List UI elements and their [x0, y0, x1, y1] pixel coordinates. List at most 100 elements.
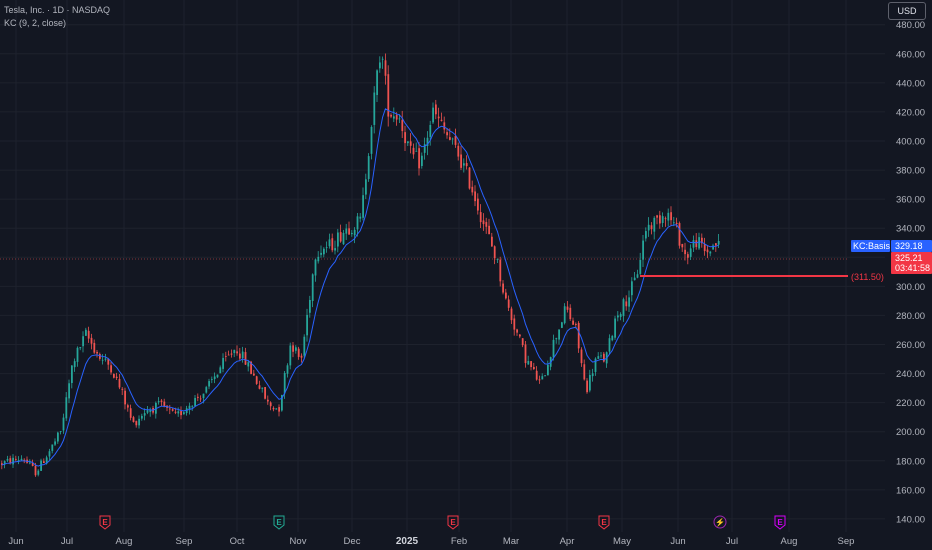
candle-body: [278, 407, 280, 412]
candle-body: [334, 248, 336, 251]
currency-button[interactable]: USD: [888, 2, 926, 20]
candle-body: [113, 373, 115, 378]
price-axis[interactable]: 140.00 160.00 180.00 200.00 220.00 240.00 260.…: [896, 20, 925, 525]
candle-body: [566, 306, 569, 310]
candle-body: [418, 148, 420, 169]
candle-body: [328, 239, 331, 247]
candle-body: [1, 463, 3, 466]
candle-body: [331, 238, 334, 251]
event-marker-earnings[interactable]: E: [598, 515, 610, 530]
candle-body: [432, 107, 434, 123]
candle-body: [555, 338, 558, 340]
candle-body: [544, 375, 546, 377]
candle-body: [429, 125, 432, 137]
event-marker-upcoming-earnings[interactable]: E: [774, 515, 786, 530]
candle-body: [171, 409, 174, 411]
candle-body: [101, 359, 104, 361]
y-tick-label: 440.00: [896, 78, 925, 89]
candle-body: [222, 357, 224, 369]
symbol-title[interactable]: Tesla, Inc. · 1D · NASDAQ: [4, 5, 111, 15]
candle-body: [608, 338, 611, 352]
candle-body: [174, 411, 177, 413]
candle-body: [76, 347, 79, 362]
candle-body: [524, 344, 527, 364]
candle-body: [706, 249, 709, 253]
candle-body: [146, 410, 149, 413]
candle-body: [477, 198, 479, 211]
event-markers[interactable]: E E E E ⚡ E: [99, 515, 786, 530]
candle-body: [614, 318, 616, 338]
candle-body: [379, 62, 381, 69]
earnings-icon: [99, 515, 111, 530]
price-axis-background: [885, 0, 932, 550]
x-tick-label: Mar: [503, 536, 519, 547]
candle-body: [202, 393, 205, 399]
candle-body: [205, 387, 208, 393]
indicator-title[interactable]: KC (9, 2, close): [4, 18, 67, 28]
x-tick-label: 2025: [396, 536, 419, 547]
candle-body: [199, 398, 202, 400]
candle-body: [59, 431, 62, 432]
candle-body: [510, 308, 513, 321]
candle-body: [678, 223, 681, 246]
time-axis-background: [0, 532, 932, 550]
candle-body: [225, 356, 227, 357]
candle-body: [188, 405, 191, 410]
candle-body: [547, 364, 549, 376]
earnings-icon: [598, 515, 610, 530]
candle-body: [661, 216, 664, 224]
event-marker-split[interactable]: ⚡: [713, 515, 727, 529]
split-icon: [713, 515, 727, 529]
candle-body: [51, 444, 54, 451]
candle-body: [482, 220, 485, 225]
candle-body: [471, 186, 474, 193]
time-axis[interactable]: Jun Jul Aug Sep Oct Nov Dec 2025 Feb Mar Apr May Jun…: [8, 536, 854, 547]
candle-body: [132, 417, 135, 422]
candle-body: [85, 329, 87, 336]
event-label: E: [601, 518, 607, 527]
candle-body: [558, 329, 560, 340]
candle-body: [594, 358, 597, 372]
candle-body: [314, 259, 317, 276]
candle-body: [73, 361, 76, 368]
candle-body: [317, 256, 320, 262]
candle-body: [460, 154, 462, 168]
candle-body: [96, 351, 98, 354]
candle-body: [384, 60, 387, 76]
y-tick-label: 300.00: [896, 282, 925, 293]
candle-body: [370, 126, 373, 154]
candle-body: [289, 345, 292, 366]
candle-body: [552, 339, 555, 358]
y-tick-label: 200.00: [896, 427, 925, 438]
candle-body: [611, 336, 614, 341]
candle-body: [395, 114, 398, 120]
x-tick-label: May: [613, 536, 631, 547]
candle-body: [561, 322, 563, 328]
candle-body: [639, 260, 642, 274]
candle-body: [521, 338, 524, 346]
chart-legend: Tesla, Inc. · 1D · NASDAQ KC (9, 2, clos…: [4, 4, 110, 30]
x-tick-label: Jun: [8, 536, 23, 547]
candle-body: [339, 232, 342, 242]
horizontal-level[interactable]: (311.50): [640, 272, 884, 282]
kc-basis-line: [1, 108, 719, 467]
candle-body: [135, 421, 138, 426]
candle-body: [247, 362, 250, 367]
candle-body: [342, 232, 345, 245]
y-tick-label: 140.00: [896, 514, 925, 525]
event-marker-earnings[interactable]: E: [447, 515, 459, 530]
kc-basis-tag-name: KC:Basis: [853, 241, 891, 251]
candle-body: [513, 318, 516, 330]
candle-body: [311, 274, 314, 301]
candle-body: [563, 306, 566, 324]
candle-body: [359, 216, 362, 219]
event-marker-earnings-beat[interactable]: E: [273, 515, 285, 530]
candle-body: [415, 150, 418, 152]
event-marker-earnings[interactable]: E: [99, 515, 111, 530]
candle-body: [239, 353, 241, 359]
x-tick-label: Nov: [290, 536, 307, 547]
candle-body: [589, 374, 591, 391]
candle-body: [591, 373, 594, 377]
candle-body: [365, 179, 367, 195]
